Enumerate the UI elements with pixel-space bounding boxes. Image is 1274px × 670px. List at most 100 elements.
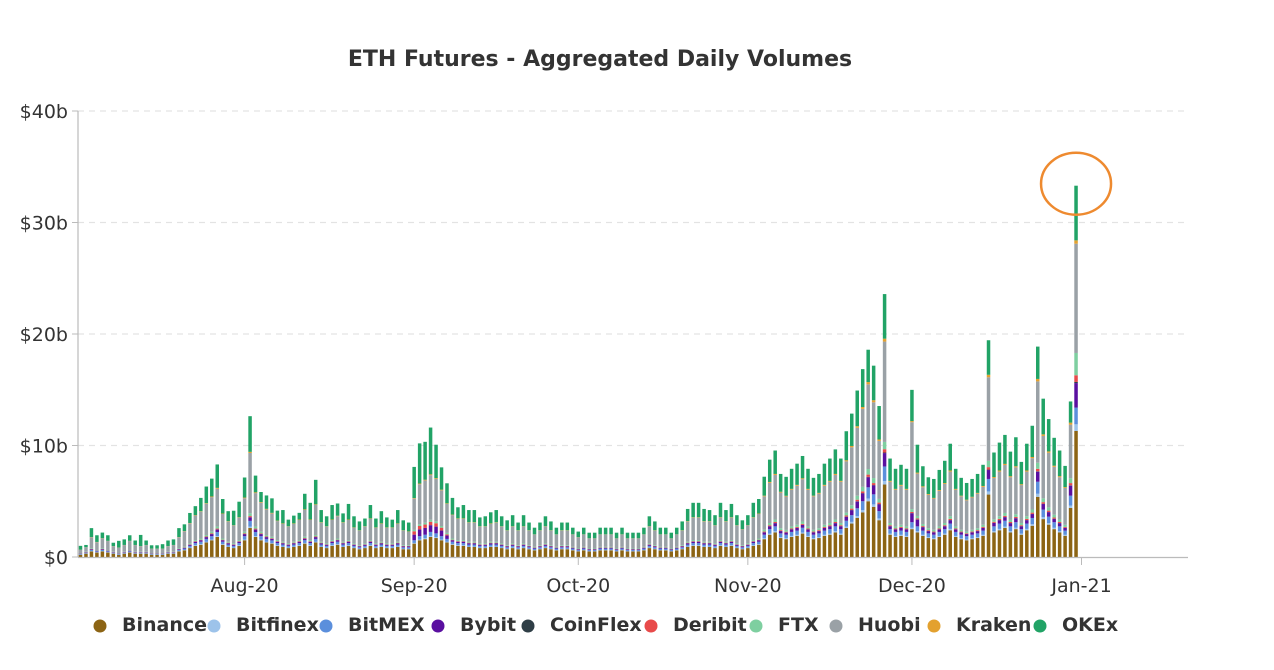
bar-segment-okex [264, 495, 269, 509]
bar-stack [259, 492, 263, 557]
bar-segment-okex [510, 515, 515, 527]
legend-item[interactable]: OKEx [1033, 614, 1119, 636]
bar-stack [516, 522, 520, 557]
bar-segment-binance [166, 553, 170, 557]
x-tick-label: Oct-20 [546, 575, 610, 597]
bar-segment-okex [308, 502, 312, 520]
bar-segment-bybit [1008, 523, 1013, 527]
bar-segment-huobi [275, 521, 280, 541]
bar-segment-ftx [363, 543, 367, 545]
bar-segment-ftx [412, 529, 416, 532]
bar-segment-huobi [357, 530, 362, 546]
bar-segment-huobi [1046, 452, 1051, 508]
bar-stack [866, 349, 870, 557]
bar-segment-bitmex [1036, 481, 1040, 494]
bar-segment-kraken [855, 426, 859, 428]
bar-segment-binance [571, 550, 575, 557]
bar-segment-ftx [199, 538, 203, 540]
bar-segment-binance [127, 552, 132, 557]
bar-stack [975, 473, 980, 557]
bar-segment-huobi [855, 427, 859, 496]
bar-segment-okex [713, 515, 717, 526]
bar-segment-bitmex [308, 543, 312, 546]
bar-segment-ftx [396, 541, 400, 543]
bar-segment-okex [893, 468, 898, 489]
bar-segment-bitmex [822, 530, 827, 535]
bar-segment-bitfinex [882, 480, 887, 485]
bar-segment-bitmex [406, 547, 411, 549]
bar-segment-binance [324, 548, 329, 557]
bar-segment-binance [1030, 525, 1035, 557]
bar-segment-binance [751, 545, 756, 557]
bar-segment-bybit [188, 544, 192, 546]
bar-segment-ftx [549, 545, 553, 546]
bar-segment-ftx [89, 548, 94, 549]
bar-segment-deribit [811, 531, 816, 533]
bar-segment-ftx [817, 528, 821, 531]
bar-segment-kraken [1003, 463, 1007, 466]
bar-segment-deribit [921, 526, 925, 527]
bar-segment-binance [757, 544, 761, 557]
bar-segment-bitfinex [1036, 493, 1040, 497]
bar-segment-deribit [767, 525, 772, 527]
bar-segment-huobi [658, 534, 663, 547]
bar-segment-binance [986, 494, 991, 557]
bar-segment-kraken [767, 481, 772, 483]
bar-segment-binance [1041, 519, 1045, 557]
bar-segment-huobi [324, 526, 329, 544]
bar-segment-kraken [839, 480, 843, 482]
bar-segment-ftx [275, 540, 280, 542]
bar-segment-bitfinex [1025, 528, 1029, 531]
bar-segment-ftx [855, 495, 859, 500]
bar-segment-okex [160, 544, 165, 549]
bar-segment-huobi [713, 525, 717, 544]
bar-segment-kraken [445, 503, 449, 504]
bar-segment-bybit [499, 544, 504, 546]
bar-segment-bitfinex [456, 545, 460, 546]
bar-segment-ftx [532, 546, 537, 548]
bar-segment-huobi [620, 534, 624, 547]
bar-stack [724, 510, 728, 557]
bar-segment-okex [297, 512, 302, 520]
bar-segment-bybit [1041, 504, 1045, 510]
bar-segment-bitmex [379, 544, 384, 547]
bar-segment-bybit [368, 541, 373, 544]
bar-segment-huobi [866, 384, 870, 470]
bar-segment-ftx [472, 541, 477, 543]
bar-segment-deribit [953, 528, 958, 530]
legend-item[interactable]: CoinFlex [521, 614, 642, 636]
bar-segment-bitmex [423, 534, 427, 539]
bar-segment-kraken [921, 486, 925, 488]
bar-segment-ftx [368, 540, 373, 542]
bar-segment-kraken [789, 488, 794, 490]
legend-item[interactable]: BitMEX [319, 614, 425, 636]
legend-item[interactable]: Deribit [644, 614, 747, 636]
legend-item[interactable]: Bitfinex [207, 614, 319, 636]
bar-segment-okex [1019, 461, 1024, 485]
legend-item[interactable]: Bybit [431, 614, 517, 636]
bar-segment-huobi [242, 498, 247, 532]
bar-segment-bitmex [992, 526, 996, 532]
bar-segment-bitfinex [428, 535, 433, 537]
legend-item[interactable]: FTX [749, 614, 819, 636]
bar-segment-huobi [313, 504, 318, 536]
bar-segment-kraken [932, 497, 936, 499]
bar-segment-okex [412, 466, 416, 499]
bar-segment-bitmex [472, 544, 477, 547]
legend-item[interactable]: Huobi [829, 614, 921, 636]
legend-item[interactable]: Binance [93, 614, 208, 636]
bar-segment-deribit [1052, 517, 1056, 519]
bar-segment-binance [505, 549, 509, 557]
bar-segment-bybit [313, 537, 318, 539]
bar-segment-bybit [921, 527, 925, 531]
legend-item[interactable]: Kraken [927, 614, 1032, 636]
bar-segment-bybit [833, 523, 838, 527]
bar-segment-bybit [581, 547, 586, 549]
bar-segment-bitmex [817, 533, 821, 538]
bar-segment-bybit [893, 529, 898, 532]
bar-segment-bybit [981, 528, 985, 531]
bar-stack [472, 510, 477, 557]
bar-segment-bybit [215, 529, 219, 533]
bar-segment-bitfinex [204, 541, 209, 543]
bar-segment-huobi [860, 408, 865, 487]
